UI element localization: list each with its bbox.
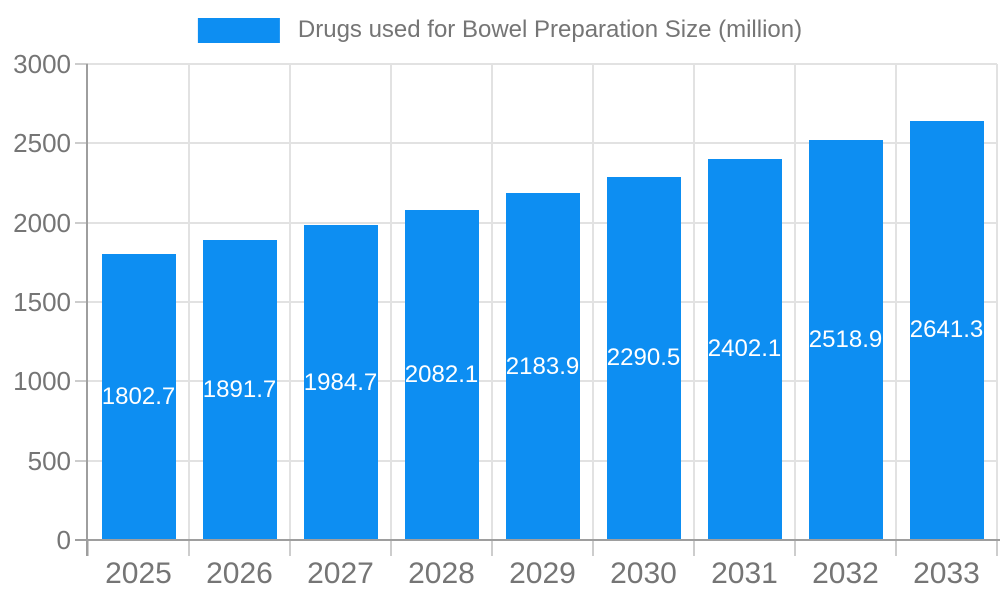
bar-value-label: 2183.9 xyxy=(505,352,580,380)
y-tick-mark xyxy=(75,380,88,383)
bar xyxy=(606,176,681,540)
y-tick-mark xyxy=(75,142,88,145)
x-tick-mark xyxy=(188,540,190,556)
x-tick-mark xyxy=(693,540,695,556)
bar xyxy=(909,120,984,540)
x-tick-mark xyxy=(996,540,998,556)
bar-value-label: 2290.5 xyxy=(606,344,681,372)
gridline-vertical xyxy=(895,64,897,540)
x-tick-label: 2028 xyxy=(408,557,475,590)
bar-value-label: 2641.3 xyxy=(909,316,984,344)
gridline-vertical xyxy=(996,64,998,540)
gridline-vertical xyxy=(390,64,392,540)
x-tick-mark xyxy=(895,540,897,556)
x-tick-mark xyxy=(87,540,89,556)
x-axis-line xyxy=(75,539,1000,541)
gridline-vertical xyxy=(491,64,493,540)
x-tick-label: 2033 xyxy=(913,557,980,590)
bar xyxy=(808,140,883,540)
y-tick-mark xyxy=(75,63,88,65)
x-tick-mark xyxy=(794,540,796,556)
bar-value-label: 1802.7 xyxy=(101,382,176,410)
gridline-vertical xyxy=(188,64,190,540)
x-tick-mark xyxy=(592,540,594,556)
chart-title: Drugs used for Bowel Preparation Size (m… xyxy=(297,16,803,43)
bar-value-label: 1984.7 xyxy=(303,368,378,396)
y-tick-mark xyxy=(75,301,88,303)
bar xyxy=(505,193,580,540)
bar xyxy=(202,239,277,540)
legend-swatch xyxy=(197,17,280,43)
bar-value-label: 1891.7 xyxy=(202,375,277,403)
chart-legend[interactable]: Drugs used for Bowel Preparation Size (m… xyxy=(197,16,803,43)
x-tick-label: 2029 xyxy=(509,557,576,590)
x-tick-label: 2027 xyxy=(307,557,374,590)
x-tick-label: 2031 xyxy=(711,557,778,590)
y-tick-label: 1500 xyxy=(13,287,71,317)
gridline-vertical xyxy=(289,64,291,540)
bar xyxy=(404,209,479,540)
bar xyxy=(707,158,782,540)
gridline-horizontal xyxy=(88,142,997,145)
y-axis-line xyxy=(86,64,88,556)
y-tick-mark xyxy=(75,459,88,462)
y-tick-label: 0 xyxy=(56,525,71,555)
bar xyxy=(303,225,378,540)
y-tick-label: 3000 xyxy=(13,49,71,79)
bar xyxy=(101,253,176,540)
x-tick-label: 2025 xyxy=(105,557,172,590)
y-tick-mark xyxy=(75,221,88,224)
gridline-horizontal xyxy=(88,63,997,65)
bar-value-label: 2082.1 xyxy=(404,360,479,388)
y-tick-label: 2000 xyxy=(13,207,71,238)
x-tick-mark xyxy=(390,540,392,556)
x-tick-mark xyxy=(289,540,291,556)
bar-value-label: 2402.1 xyxy=(707,335,782,363)
x-tick-label: 2032 xyxy=(812,557,879,590)
bar-value-label: 2518.9 xyxy=(808,326,883,354)
x-tick-label: 2030 xyxy=(610,557,677,590)
y-tick-label: 500 xyxy=(27,445,71,476)
gridline-vertical xyxy=(794,64,796,540)
y-tick-label: 2500 xyxy=(13,128,71,159)
y-tick-label: 1000 xyxy=(13,366,71,397)
gridline-vertical xyxy=(592,64,594,540)
x-tick-label: 2026 xyxy=(206,557,273,590)
gridline-vertical xyxy=(693,64,695,540)
x-tick-mark xyxy=(491,540,493,556)
